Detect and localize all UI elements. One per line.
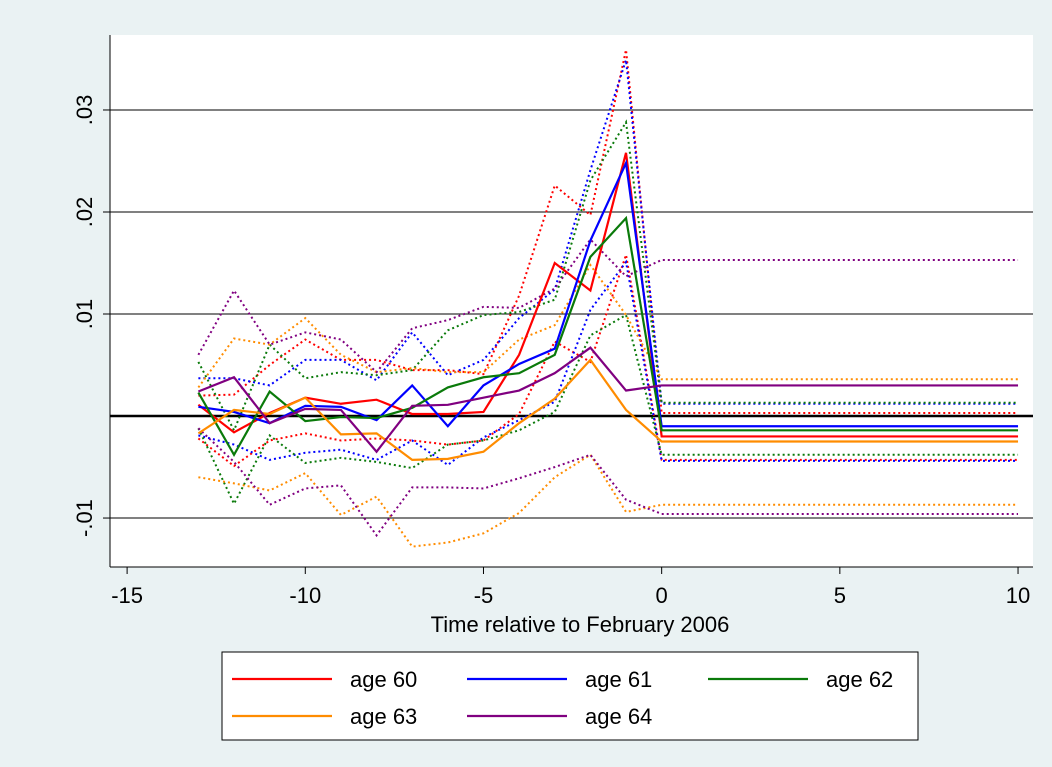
series-line: [197, 358, 1019, 461]
ci-lower-line: [197, 313, 1019, 507]
legend-label: age 62: [826, 667, 893, 692]
y-tick-label: .03: [72, 95, 97, 126]
y-tick-label: -.01: [72, 499, 97, 537]
x-axis-label: Time relative to February 2006: [431, 612, 730, 637]
legend-label: age 63: [350, 704, 417, 729]
y-tick-label: .02: [72, 197, 97, 228]
ci-lower-line: [197, 254, 1019, 468]
ci-lower-line: [197, 427, 1019, 538]
x-tick-label: 10: [1006, 583, 1030, 608]
legend-label: age 60: [350, 667, 417, 692]
x-tick-label: -10: [289, 583, 321, 608]
ci-upper-line: [197, 263, 1019, 389]
x-tick-label: -5: [474, 583, 494, 608]
ci-upper-line: [197, 237, 1019, 374]
x-tick-label: 0: [656, 583, 668, 608]
ci-upper-line: [198, 59, 1019, 405]
legend-label: age 64: [585, 704, 652, 729]
ci-lower-line: [198, 259, 1019, 467]
series-line: [197, 215, 1019, 458]
legend-label: age 61: [585, 667, 652, 692]
x-tick-label: 5: [834, 583, 846, 608]
ci-lower-line: [198, 453, 1019, 548]
legend-box: [221, 651, 919, 741]
ci-upper-line: [197, 119, 1019, 433]
y-tick-label: .01: [72, 299, 97, 330]
x-tick-label: -15: [111, 583, 143, 608]
series-line: [197, 346, 1019, 454]
